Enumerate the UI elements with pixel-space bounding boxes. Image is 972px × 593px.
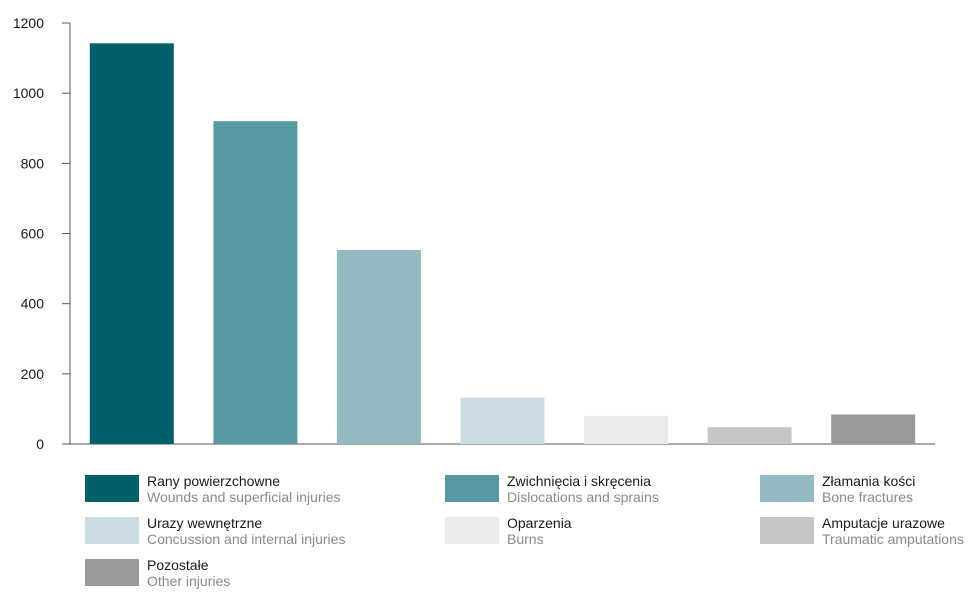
y-tick-label: 600	[21, 226, 45, 242]
bar	[584, 415, 669, 444]
y-tick-label: 1000	[13, 85, 44, 101]
y-tick-label: 400	[21, 296, 45, 312]
y-tick-label: 0	[36, 436, 44, 452]
bars	[89, 43, 916, 445]
y-tick-label: 1200	[13, 15, 44, 31]
y-tick-label: 800	[21, 155, 45, 171]
bar	[89, 43, 174, 445]
y-tick-label: 200	[21, 366, 45, 382]
bar	[213, 121, 298, 444]
bar	[336, 250, 421, 444]
bar	[460, 397, 545, 444]
bar	[707, 427, 792, 444]
bar	[831, 414, 916, 444]
